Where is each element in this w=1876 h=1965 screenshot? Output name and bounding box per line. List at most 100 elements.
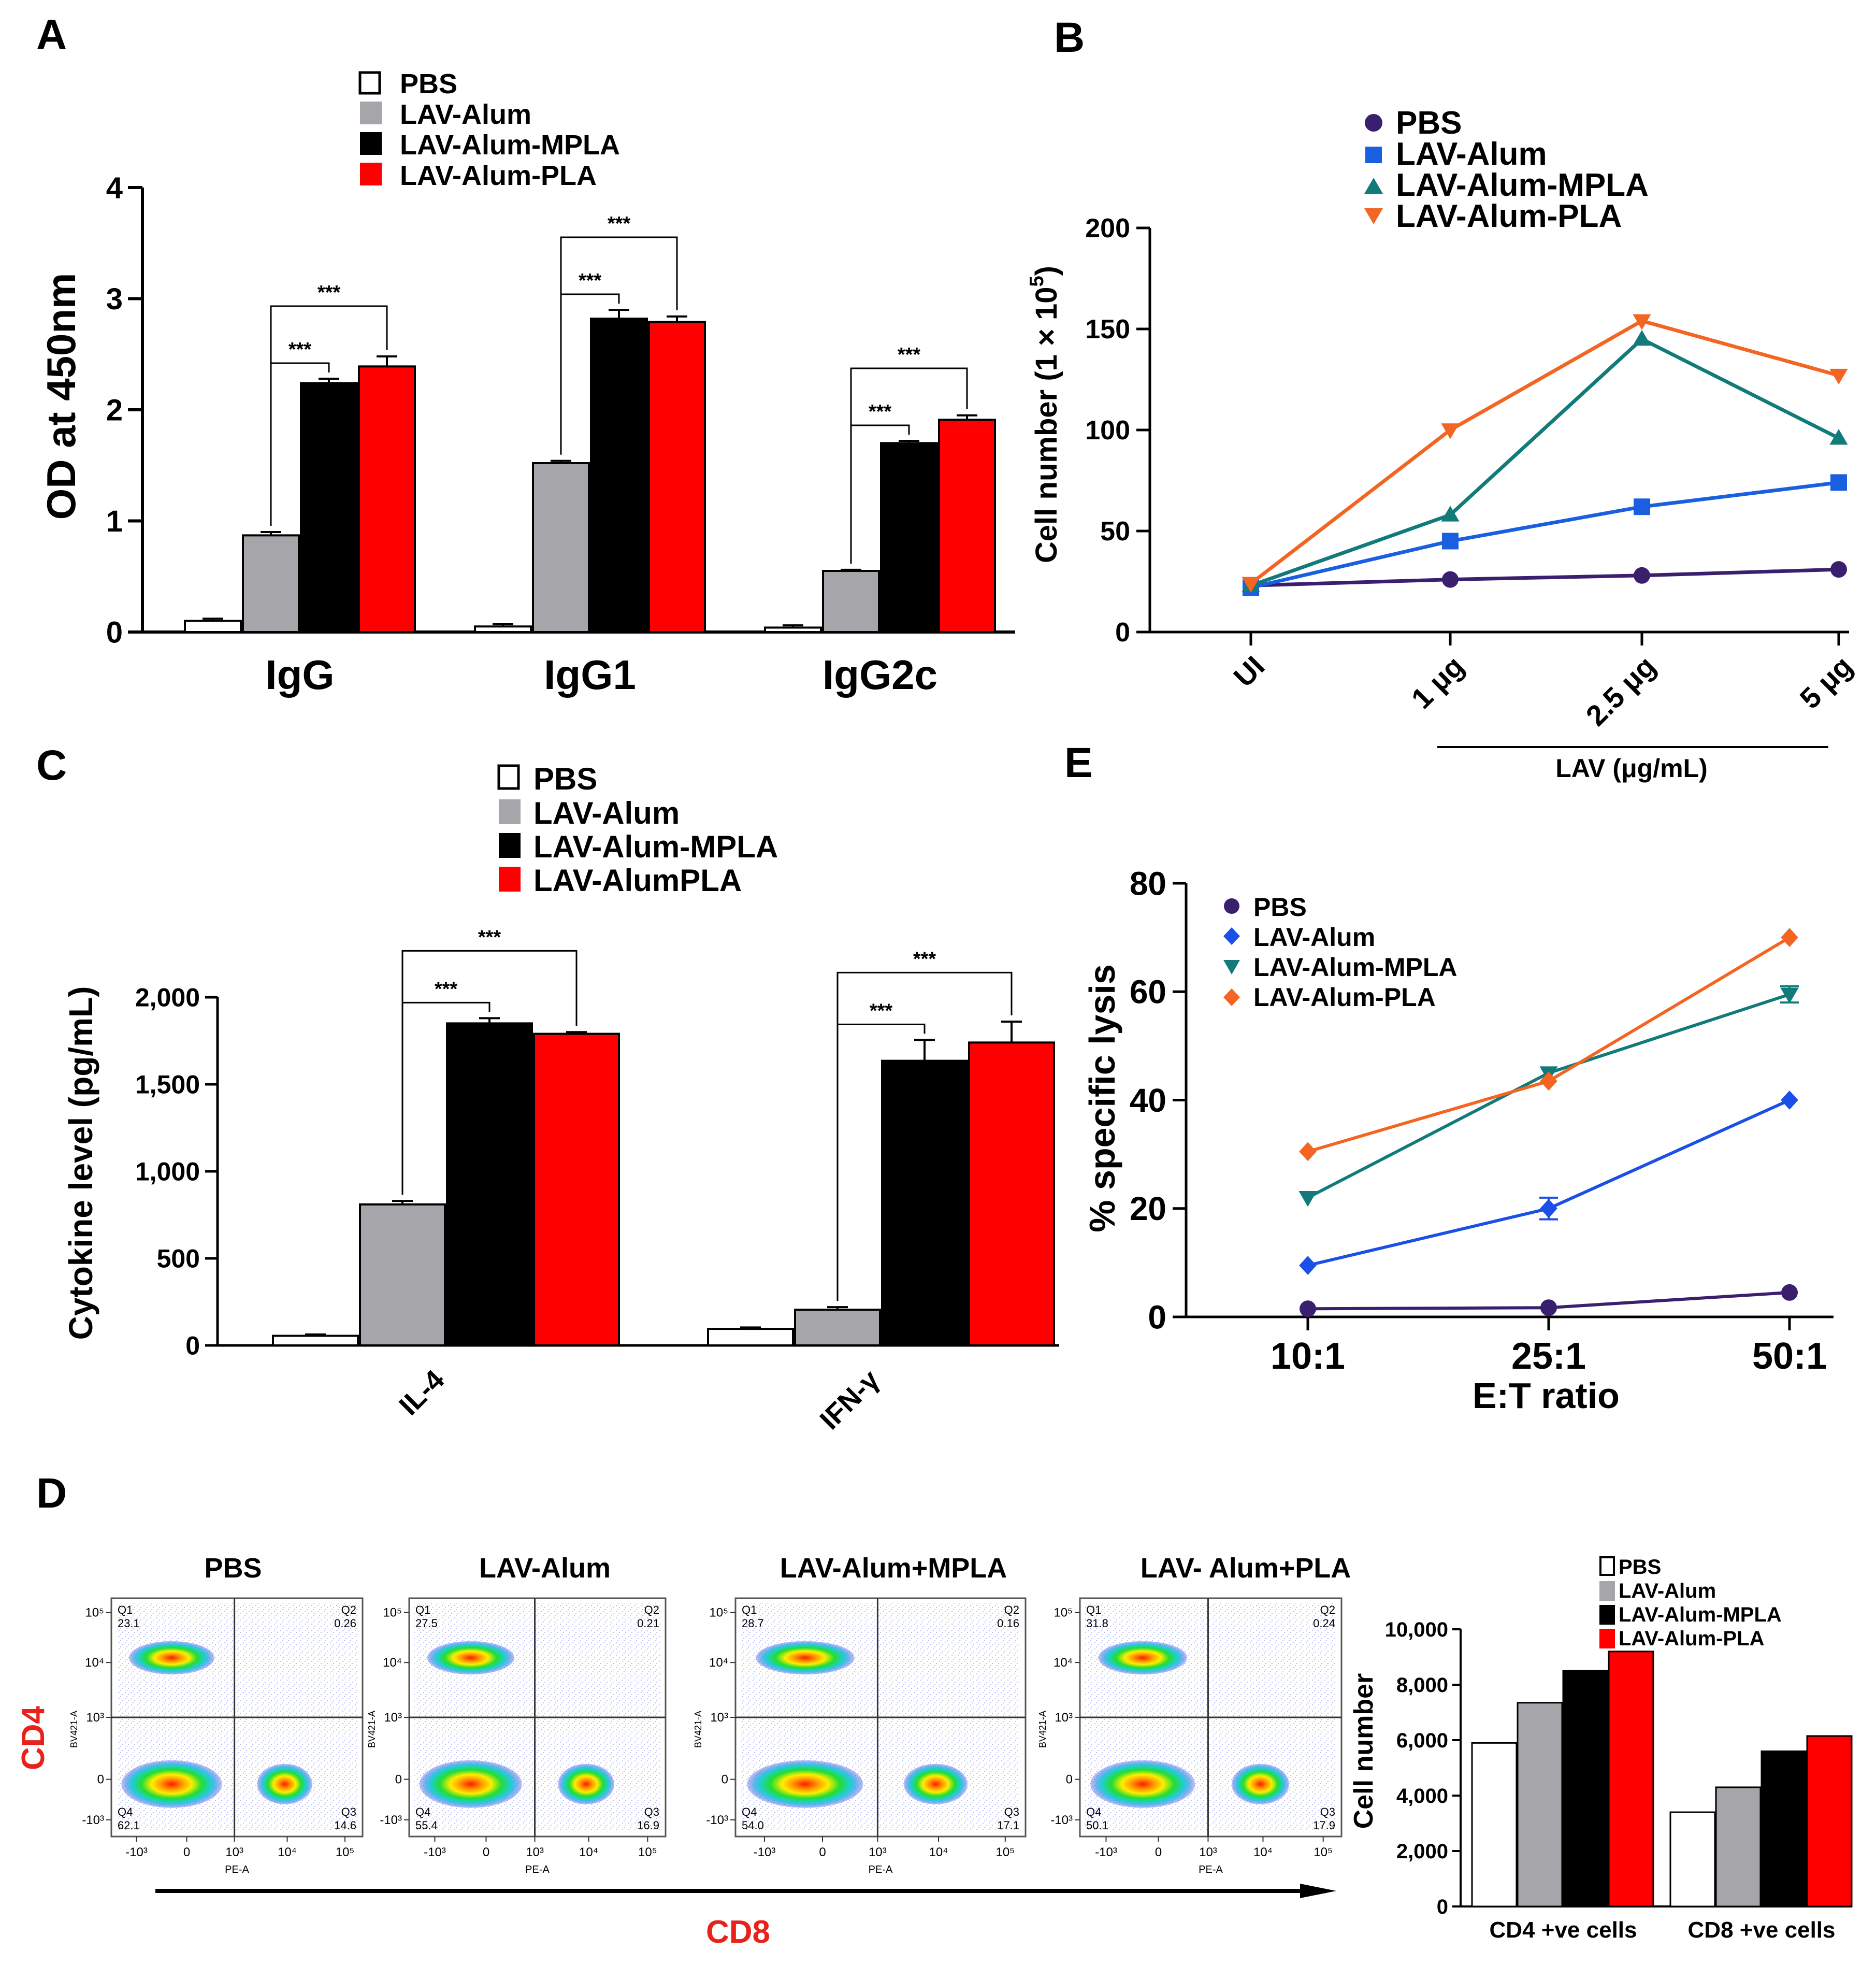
bar-lav-alum-mpla-cd8-ve-cells	[1760, 1750, 1807, 1907]
significance-label: ***	[898, 344, 921, 366]
legend-label-lav-alum-mpla: LAV-Alum-MPLA	[533, 829, 778, 864]
legend-marker-pbs	[1365, 114, 1382, 132]
flow-y-tick-label: 10⁵	[85, 1606, 104, 1620]
series-line-lav-alum-pla	[1249, 319, 1839, 585]
quadrant-value-q2: 0.16	[997, 1617, 1019, 1630]
point-lav-alum-mpla-2	[1780, 987, 1799, 1004]
bar-lav-alum-il-4	[359, 1203, 446, 1347]
panel-letter-b: B	[1054, 14, 1085, 61]
point-pbs-1	[1540, 1299, 1557, 1316]
panel-c-y-label: Cytokine level (pg/mL)	[62, 986, 99, 1340]
bar-lav-alum-mpla-cd4-ve-cells	[1562, 1670, 1609, 1907]
legend-marker-lav-alum-mpla	[1223, 960, 1240, 974]
legend-swatch-lav-alum	[1599, 1581, 1615, 1601]
legend-label-lav-alum-mpla: LAV-Alum-MPLA	[1396, 167, 1649, 203]
quadrant-label-q1: Q1	[1086, 1603, 1101, 1616]
panel-d-bar-chart: PBS LAV-Alum LAV-Alum-MPLA LAV-Alum-PLA …	[1349, 1556, 1853, 1943]
point-lav-alum-2	[1634, 498, 1650, 515]
series-line-lav-alum-mpla	[1307, 993, 1790, 1199]
series-line-lav-alum-mpla	[1250, 337, 1840, 587]
flow-y-tick-label: -10³	[1050, 1813, 1073, 1827]
flow-plot-title: LAV-Alum+MPLA	[780, 1553, 1007, 1584]
panel-letter-e: E	[1064, 739, 1093, 786]
significance-label: ***	[869, 401, 892, 423]
bar-pbs-ifn	[707, 1328, 794, 1347]
panel-b-y-label-close: )	[1030, 266, 1063, 276]
flow-x-tick-label: 10⁵	[1314, 1845, 1333, 1859]
y-tick-label: 150	[1085, 314, 1130, 345]
x-category-label: CD8 +ve cells	[1688, 1917, 1836, 1943]
legend-label-pbs: PBS	[1619, 1556, 1661, 1579]
x-category-label: IgG2c	[822, 652, 937, 698]
point-lav-alum-pla-1	[1441, 423, 1460, 439]
quadrant-label-q2: Q2	[341, 1603, 356, 1616]
legend-marker-lav-alum	[1223, 927, 1240, 945]
flow-y-tick-label: 0	[395, 1773, 402, 1787]
bar-lav-alum-pla-igg	[358, 365, 416, 633]
bar-lav-alum-mpla-igg	[300, 382, 358, 634]
panel-a-y-label: OD at 450nm	[38, 273, 84, 520]
significance-label: ***	[318, 282, 341, 304]
significance-bracket	[270, 305, 388, 526]
flow-x-tick-label: 0	[819, 1845, 826, 1859]
legend-swatch-lav-alum-mpla	[499, 833, 521, 858]
flow-x-tick-label: 10³	[869, 1845, 887, 1859]
bar-lav-alum-pla-cd8-ve-cells	[1806, 1735, 1853, 1907]
point-pbs-2	[1781, 1284, 1798, 1301]
quadrant-value-q3: 16.9	[637, 1819, 659, 1832]
flow-x-tick-label: 10⁵	[336, 1845, 355, 1859]
flow-x-axis-label: PE-A	[525, 1864, 550, 1875]
flow-y-tick-label: 10³	[710, 1711, 728, 1725]
quadrant-label-q2: Q2	[644, 1603, 659, 1616]
bar-lav-alum-cd8-ve-cells	[1715, 1786, 1762, 1907]
legend-label-pbs: PBS	[1253, 893, 1307, 922]
legend-swatch-pbs	[1599, 1556, 1615, 1576]
legend-swatch-pbs	[358, 71, 381, 95]
quadrant-value-q3: 17.1	[997, 1819, 1019, 1832]
point-pbs-1	[1442, 571, 1459, 588]
significance-label: ***	[870, 1000, 893, 1022]
bar-lav-alum-cd4-ve-cells	[1517, 1702, 1563, 1907]
panel-b-y-label-main: Cell number (1 × 10	[1030, 286, 1063, 563]
quadrant-label-q2: Q2	[1320, 1603, 1335, 1616]
legend-label-lav-alum-pla: LAV-Alum-PLA	[1396, 198, 1622, 234]
panel-d-bar-legend: PBS LAV-Alum LAV-Alum-MPLA LAV-Alum-PLA	[1599, 1556, 1782, 1650]
flow-y-tick-label: 10⁴	[1054, 1656, 1073, 1670]
panel-e-x-label: E:T ratio	[1473, 1375, 1620, 1416]
bar-lav-alumpla-ifn	[968, 1041, 1055, 1346]
bar-lav-alum-mpla-igg2c	[880, 442, 938, 633]
legend-label-lav-alum-mpla: LAV-Alum-MPLA	[400, 130, 620, 161]
panel-b-bracket-label: LAV (μg/mL)	[1555, 754, 1708, 783]
quadrant-value-q2: 0.26	[334, 1617, 356, 1630]
flow-y-tick-label: 10⁴	[85, 1656, 104, 1670]
significance-bracket	[836, 971, 1013, 1301]
point-lav-alum-mpla-2	[1633, 329, 1651, 346]
y-tick-label: 10,000	[1385, 1618, 1448, 1641]
flow-y-tick-label: 0	[721, 1773, 728, 1787]
quadrant-value-q4: 55.4	[415, 1819, 438, 1832]
legend-label-lav-alum: LAV-Alum	[400, 99, 531, 130]
flow-x-tick-label: 10⁴	[579, 1845, 598, 1859]
flow-x-tick-label: -10³	[424, 1845, 446, 1859]
legend-marker-lav-alum	[1365, 147, 1382, 163]
bar-pbs-igg	[184, 620, 242, 634]
legend-label-pbs: PBS	[533, 762, 597, 796]
flow-y-tick-label: 10⁵	[1054, 1606, 1073, 1620]
quadrant-label-q3: Q3	[341, 1805, 356, 1818]
quadrant-value-q1: 23.1	[118, 1617, 140, 1630]
flow-population-cd4	[128, 1641, 214, 1675]
quadrant-value-q4: 62.1	[118, 1819, 140, 1832]
legend-label-pbs: PBS	[1396, 105, 1462, 141]
bar-lav-alum-pla-igg1	[648, 321, 706, 633]
legend-label-lav-alum: LAV-Alum	[1396, 136, 1547, 172]
quadrant-value-q1: 27.5	[415, 1617, 438, 1630]
significance-bracket	[850, 367, 968, 564]
flow-x-tick-label: -10³	[1095, 1845, 1117, 1859]
flow-x-tick-label: 10³	[526, 1845, 544, 1859]
legend-swatch-pbs	[497, 764, 520, 790]
y-tick-label: 3	[106, 282, 123, 316]
x-tick-label: 50:1	[1752, 1336, 1827, 1377]
y-tick-label: 0	[106, 615, 123, 649]
